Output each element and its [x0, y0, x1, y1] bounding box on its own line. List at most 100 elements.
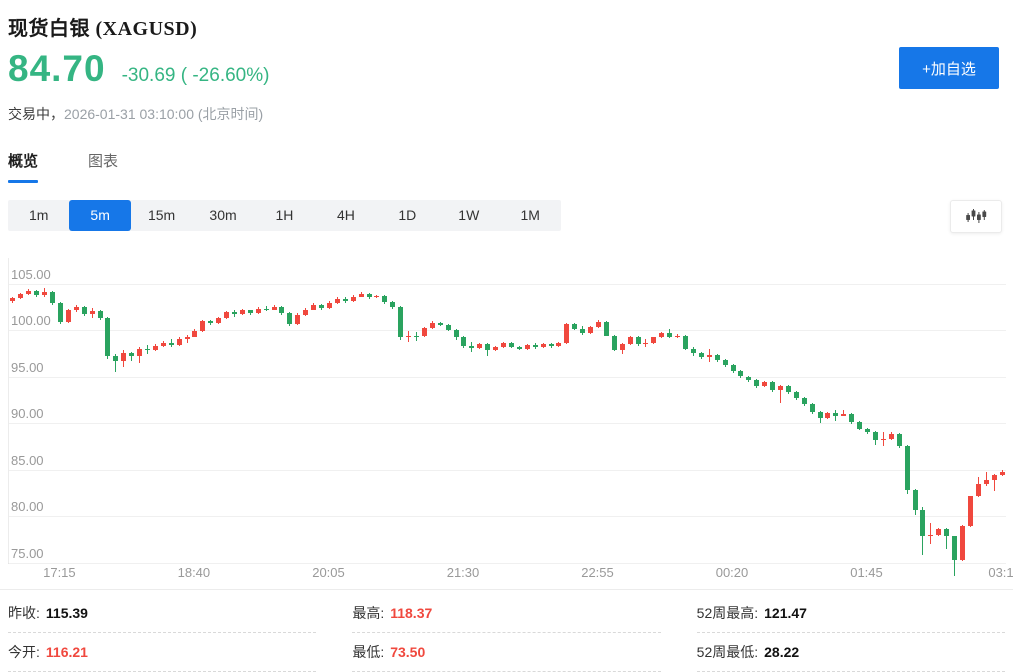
candle-body: [247, 310, 253, 314]
candle-body: [34, 290, 40, 295]
candle-body: [57, 303, 63, 322]
candlestick-plot[interactable]: 105.00 100.00 95.00 90.00 85.00 80.00 75.00: [8, 258, 1006, 577]
candle-body: [833, 412, 839, 416]
stats-column: 昨收: 115.39 今开: 116.21: [8, 594, 317, 672]
candle-body: [319, 304, 325, 308]
candle-body: [770, 382, 776, 391]
candle-body: [667, 332, 673, 338]
stat-label: 今开:: [8, 644, 40, 660]
candle-body: [580, 329, 586, 333]
candle-wick: [930, 523, 932, 544]
candle-body: [485, 343, 491, 351]
candle-body: [501, 343, 507, 347]
stat-cell: 最高: 118.37: [352, 594, 661, 633]
timeframe-1m[interactable]: 1m: [28, 207, 49, 223]
candle-body: [65, 310, 71, 322]
candle-body: [983, 479, 989, 485]
candle-body: [746, 376, 752, 381]
candle-body: [453, 330, 459, 337]
candle-body: [793, 392, 799, 398]
timeframe-30m[interactable]: 30m: [209, 207, 237, 223]
candle-body: [944, 529, 950, 537]
candle-body: [429, 322, 435, 329]
timeframe-15m[interactable]: 15m: [147, 207, 176, 223]
stat-value: 116.21: [45, 644, 88, 660]
price-gridline: [9, 330, 1006, 331]
candle-wick: [946, 528, 948, 550]
quote-timestamp: 2026-01-31 03:10:00 (北京时间): [64, 106, 264, 122]
time-axis-label: 17:15: [43, 565, 76, 580]
price-axis-label: 90.00: [11, 406, 44, 421]
candle-body: [374, 295, 380, 298]
stat-value: 118.37: [390, 605, 433, 621]
candle-body: [105, 317, 111, 357]
stat-value: 115.39: [45, 605, 88, 621]
price-gridline: [9, 469, 1006, 471]
candle-body: [469, 345, 475, 348]
candle-wick: [115, 354, 117, 372]
candle-body: [263, 308, 269, 310]
candle-body: [81, 306, 87, 315]
timeframe-1h[interactable]: 1H: [275, 207, 294, 223]
candle-body: [880, 438, 886, 441]
timeframe-1m[interactable]: 1M: [520, 207, 540, 223]
candle-body: [176, 339, 182, 345]
candle-body: [596, 321, 601, 328]
candle-body: [738, 370, 744, 377]
candle-body: [730, 365, 736, 371]
candle-wick: [779, 384, 781, 404]
candle-body: [967, 496, 973, 527]
candle-body: [959, 526, 965, 560]
candle-body: [239, 310, 245, 315]
price-axis-label: 105.00: [11, 266, 51, 282]
candle-body: [888, 434, 894, 439]
timeframe-4h[interactable]: 4H: [336, 207, 355, 223]
candle-body: [683, 335, 689, 349]
price-axis-label: 100.00: [11, 313, 51, 328]
candle-body: [896, 434, 902, 447]
timeframe-5m[interactable]: 5m: [69, 200, 131, 231]
candle-body: [857, 422, 863, 429]
candle-body: [208, 320, 214, 324]
candle-body: [461, 336, 467, 346]
candle-body: [516, 346, 522, 349]
candle-body: [548, 343, 554, 346]
tab-chart[interactable]: 图表: [88, 153, 119, 170]
candle-body: [311, 304, 317, 310]
candle-body: [358, 293, 364, 297]
candle-body: [635, 336, 641, 344]
stat-label: 最低:: [352, 644, 385, 660]
candle-body: [437, 322, 443, 326]
price-gridline: [9, 376, 1006, 378]
candle-body: [184, 336, 190, 340]
timeframe-1d[interactable]: 1D: [398, 207, 417, 223]
candle-body: [129, 353, 135, 357]
candle-body: [928, 534, 934, 537]
candle-body: [73, 306, 79, 311]
stat-label: 最高:: [352, 605, 385, 621]
candle-body: [445, 325, 451, 330]
candle-body: [232, 312, 237, 315]
price-axis-label: 95.00: [11, 359, 44, 375]
price-axis-label: 85.00: [11, 452, 44, 468]
candle-body: [303, 309, 309, 316]
candle-body: [271, 306, 277, 310]
add-watchlist-button[interactable]: +加自选: [899, 47, 999, 89]
candle-body: [603, 321, 609, 336]
stat-cell: 52周最高: 121.47: [696, 594, 1005, 633]
candle-body: [50, 291, 56, 304]
chart-style-button[interactable]: [950, 200, 1002, 233]
candle-wick: [843, 409, 845, 417]
tab-overview[interactable]: 概览: [8, 150, 39, 183]
timeframe-1w[interactable]: 1W: [458, 207, 480, 223]
candle-body: [493, 346, 499, 351]
candlestick-chart-icon: [965, 208, 987, 225]
candle-body: [524, 344, 530, 349]
candle-body: [295, 315, 301, 325]
candle-body: [611, 335, 617, 350]
candle-body: [872, 432, 878, 440]
candle-body: [991, 475, 997, 480]
candle-wick: [708, 348, 710, 362]
candle-body: [975, 484, 981, 497]
price-gridline: [9, 516, 1006, 517]
